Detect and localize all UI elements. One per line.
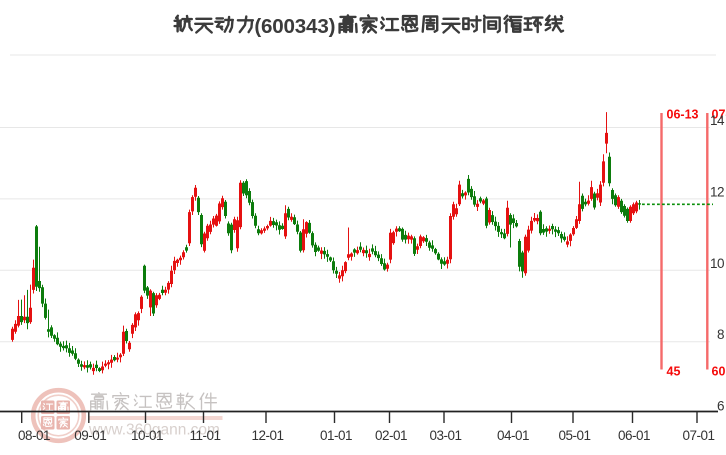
svg-text:10-01: 10-01	[131, 428, 163, 443]
svg-text:08-01: 08-01	[18, 428, 50, 443]
svg-text:14: 14	[710, 113, 725, 128]
svg-text:6: 6	[717, 398, 724, 413]
svg-text:03-01: 03-01	[429, 428, 461, 443]
svg-text:06-01: 06-01	[618, 428, 650, 443]
svg-text:01-01: 01-01	[320, 428, 352, 443]
svg-text:02-01: 02-01	[375, 428, 407, 443]
svg-text:10: 10	[710, 256, 724, 271]
svg-text:07-01: 07-01	[682, 428, 714, 443]
svg-text:06-13: 06-13	[667, 108, 699, 122]
svg-text:12: 12	[710, 184, 724, 199]
svg-text:09-01: 09-01	[74, 428, 106, 443]
svg-text:(600343): (600343)	[254, 15, 335, 38]
svg-text:12-01: 12-01	[251, 428, 283, 443]
svg-text:60: 60	[712, 365, 726, 379]
svg-text:45: 45	[667, 365, 681, 379]
svg-text:11-01: 11-01	[189, 428, 220, 443]
svg-text:04-01: 04-01	[497, 428, 529, 443]
svg-text:8: 8	[717, 327, 724, 342]
svg-text:05-01: 05-01	[558, 428, 590, 443]
